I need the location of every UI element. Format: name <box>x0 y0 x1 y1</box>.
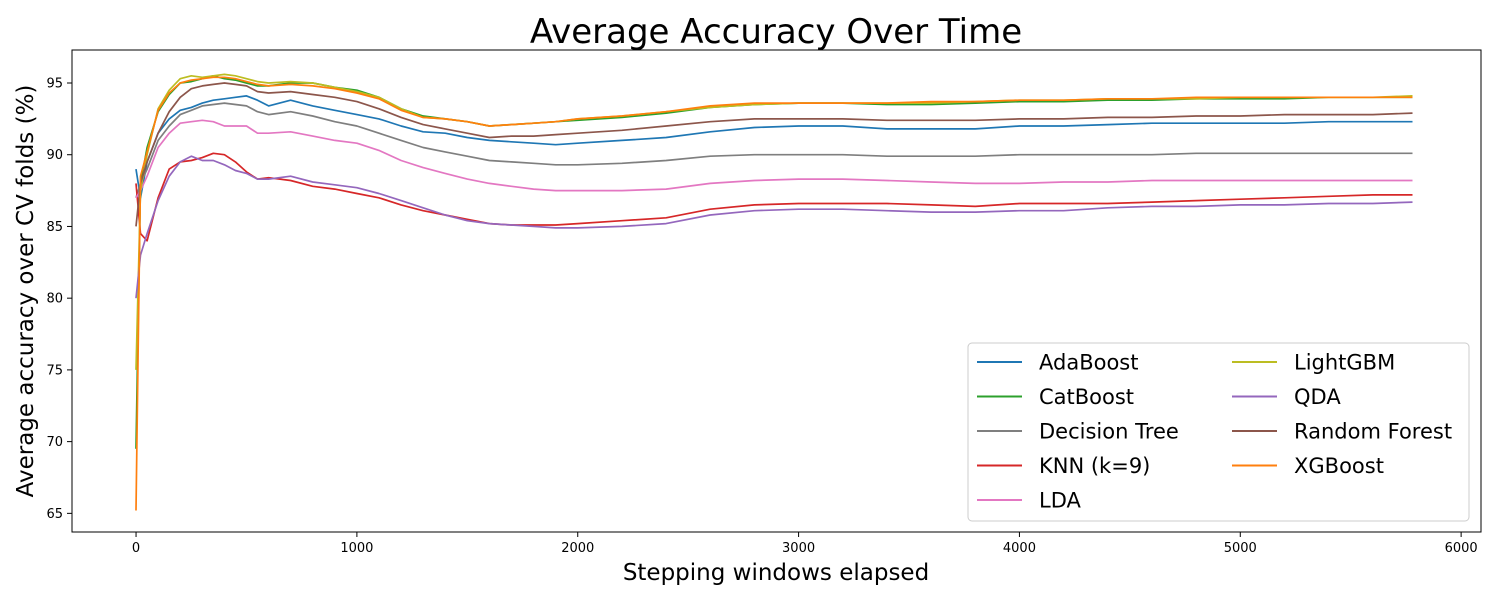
series-line-adaboost <box>135 95 1413 199</box>
series-line-lda <box>135 119 1413 199</box>
y-tick-label: 65 <box>46 507 63 522</box>
x-tick-label: 2000 <box>561 541 594 556</box>
y-tick-label: 70 <box>46 435 63 450</box>
legend-label: QDA <box>1294 385 1341 409</box>
x-axis: 0 1000 2000 3000 4000 5000 6000 <box>132 532 1478 556</box>
y-tick-label: 75 <box>46 363 63 378</box>
series-line-random-forest <box>135 82 1413 227</box>
x-tick-label: 6000 <box>1445 541 1478 556</box>
x-tick-label: 4000 <box>1003 541 1036 556</box>
y-axis: 65 70 75 80 85 90 95 <box>46 76 72 522</box>
legend-item-qda: QDA <box>1232 385 1341 409</box>
y-tick-label: 85 <box>46 220 63 235</box>
chart-title: Average Accuracy Over Time <box>530 12 1022 52</box>
series-line-knn-k-9 <box>135 152 1413 242</box>
y-tick-label: 80 <box>46 292 63 307</box>
legend-label: AdaBoost <box>1039 351 1138 375</box>
legend-item-catboost: CatBoost <box>977 385 1134 409</box>
legend-label: CatBoost <box>1039 385 1134 409</box>
legend-item-decision-tree: Decision Tree <box>977 420 1179 444</box>
legend-label: XGBoost <box>1294 454 1384 478</box>
legend-box <box>967 342 1470 522</box>
legend-label: LDA <box>1039 489 1082 513</box>
legend-label: LightGBM <box>1294 351 1395 375</box>
series-line-decision-tree <box>135 102 1413 199</box>
legend-label: Decision Tree <box>1039 420 1179 444</box>
y-axis-label: Average accuracy over CV folds (%) <box>13 85 39 498</box>
series-line-qda <box>135 155 1413 299</box>
y-tick-label: 90 <box>46 148 63 163</box>
x-tick-label: 5000 <box>1224 541 1257 556</box>
y-tick-label: 95 <box>46 76 63 91</box>
legend-item-xgboost: XGBoost <box>1232 454 1384 478</box>
x-tick-label: 3000 <box>782 541 815 556</box>
x-tick-label: 1000 <box>340 541 373 556</box>
plot-area <box>135 73 1413 511</box>
plot-frame <box>71 49 1482 533</box>
legend-item-lightgbm: LightGBM <box>1232 351 1395 375</box>
legend-label: KNN (k=9) <box>1039 454 1150 478</box>
legend-item-adaboost: AdaBoost <box>977 351 1138 375</box>
x-axis-label: Stepping windows elapsed <box>623 560 929 586</box>
legend-item-knn-k-9: KNN (k=9) <box>977 454 1150 478</box>
series-line-xgboost <box>135 76 1413 511</box>
legend-item-random-forest: Random Forest <box>1232 420 1452 444</box>
legend: AdaBoost CatBoost Decision Tree KNN (k=9) LD… <box>967 342 1470 522</box>
legend-label: Random Forest <box>1294 420 1452 444</box>
x-tick-label: 0 <box>132 541 140 556</box>
legend-item-lda: LDA <box>977 489 1082 513</box>
